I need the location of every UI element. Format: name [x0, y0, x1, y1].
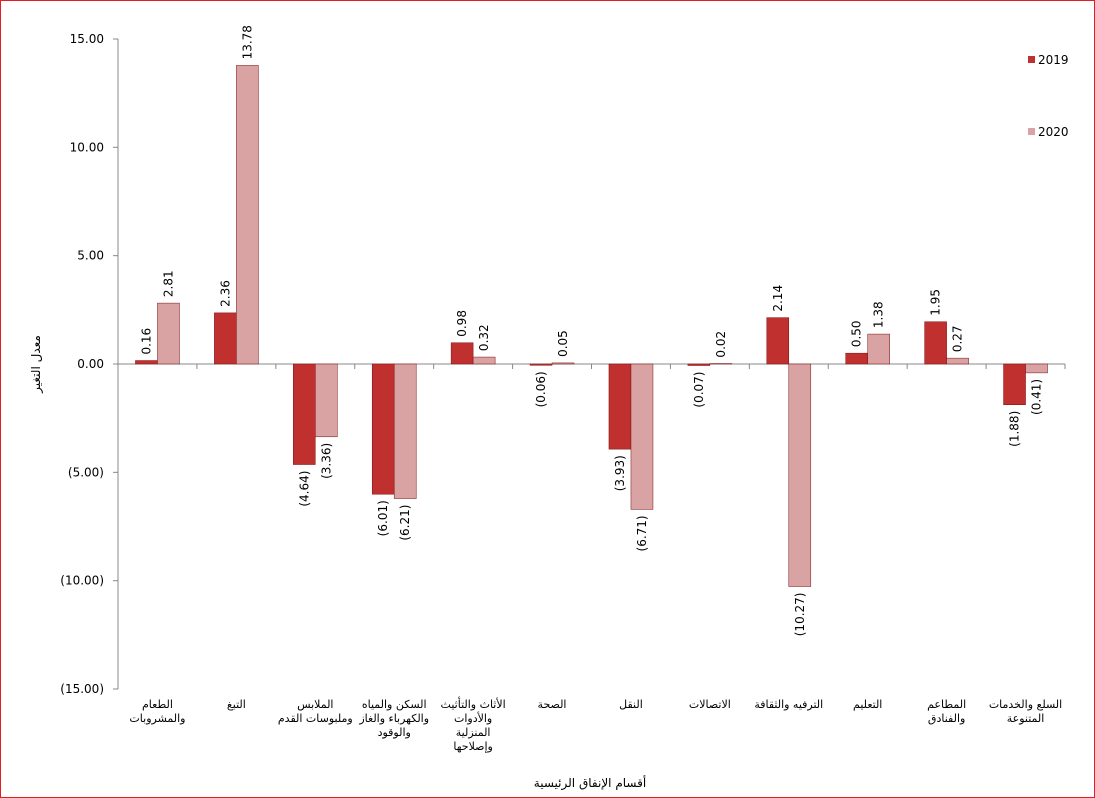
bar	[551, 362, 575, 365]
bar	[371, 363, 395, 495]
data-label: 2.81	[161, 270, 175, 297]
y-axis-label: معدل التغير	[29, 335, 44, 394]
data-label: (10.27)	[793, 593, 807, 637]
data-label: 1.38	[872, 301, 886, 328]
data-label: 1.95	[929, 289, 943, 316]
bar	[630, 363, 654, 510]
legend-label: 2020	[1038, 125, 1069, 139]
bar	[867, 333, 890, 365]
x-tick-label: المطاعم والفنادق	[927, 698, 967, 725]
data-label: (3.93)	[613, 455, 627, 491]
data-label: (0.41)	[1030, 379, 1044, 415]
y-tick-label: 5.00	[77, 249, 104, 263]
bar	[135, 360, 158, 365]
bar	[293, 363, 316, 465]
data-label: 2.36	[218, 280, 232, 307]
bar	[236, 65, 259, 365]
x-tick-label: النقل	[619, 698, 643, 711]
x-tick-label: السلع والخدمات المتنوعة	[988, 698, 1063, 725]
legend-label: 2019	[1038, 53, 1069, 67]
bar	[1025, 363, 1048, 374]
data-label: 0.27	[951, 325, 965, 352]
x-tick-label: الأثاث والتأثيث والأدوات المنزلية وإصلاح…	[440, 698, 506, 753]
y-tick-label: 15.00	[70, 32, 104, 46]
bar	[766, 317, 790, 365]
bar	[157, 302, 180, 365]
bar	[788, 363, 812, 587]
data-label: 0.32	[477, 324, 491, 351]
x-tick-label: الطعام والمشروبات	[129, 698, 186, 725]
data-label: 0.98	[455, 310, 469, 337]
y-tick-label: 10.00	[70, 140, 104, 154]
data-label: 0.02	[714, 331, 728, 358]
x-tick-label: الترفيه والثقافة	[754, 698, 824, 711]
bar	[1003, 363, 1026, 405]
data-label: (6.01)	[376, 500, 390, 536]
y-tick-label: (5.00)	[68, 465, 104, 479]
x-tick-label: السكن والمياه والكهرباء والغاز والوقود	[359, 698, 430, 739]
bar	[214, 312, 237, 365]
x-tick-label: الصحة	[537, 698, 567, 711]
bar	[450, 342, 474, 365]
x-tick-label: التبغ	[226, 698, 246, 711]
y-tick-label: (10.00)	[60, 574, 104, 588]
bar	[393, 363, 417, 499]
y-tick-label: 0.00	[77, 357, 104, 371]
data-label: (6.71)	[635, 515, 649, 551]
x-tick-label: الملابس وملبوسات القدم	[277, 698, 353, 725]
data-label: (1.88)	[1008, 411, 1022, 447]
data-label: (0.06)	[534, 371, 548, 407]
legend-swatch	[1028, 56, 1035, 63]
data-label: 0.50	[850, 320, 864, 347]
x-tick-label: الاتصالات	[688, 698, 731, 711]
x-axis-label: أقسام الإنفاق الرئيسية	[534, 775, 646, 791]
bar	[529, 363, 553, 366]
data-label: 13.78	[240, 25, 254, 59]
data-label: (3.36)	[319, 443, 333, 479]
data-label: 0.05	[556, 330, 570, 357]
bar	[687, 363, 711, 366]
bar	[472, 356, 496, 365]
bar	[315, 363, 338, 438]
data-label: (6.21)	[398, 505, 412, 541]
data-label: 0.16	[139, 328, 153, 355]
bar	[845, 352, 868, 365]
x-tick-label: التعليم	[853, 698, 883, 711]
y-tick-label: (15.00)	[60, 682, 104, 696]
bar	[924, 321, 947, 365]
bar	[608, 363, 632, 450]
legend-swatch	[1028, 128, 1035, 135]
bar	[946, 357, 969, 365]
data-label: 2.14	[771, 285, 785, 312]
data-label: (4.64)	[297, 471, 311, 507]
data-label: (0.07)	[692, 372, 706, 408]
